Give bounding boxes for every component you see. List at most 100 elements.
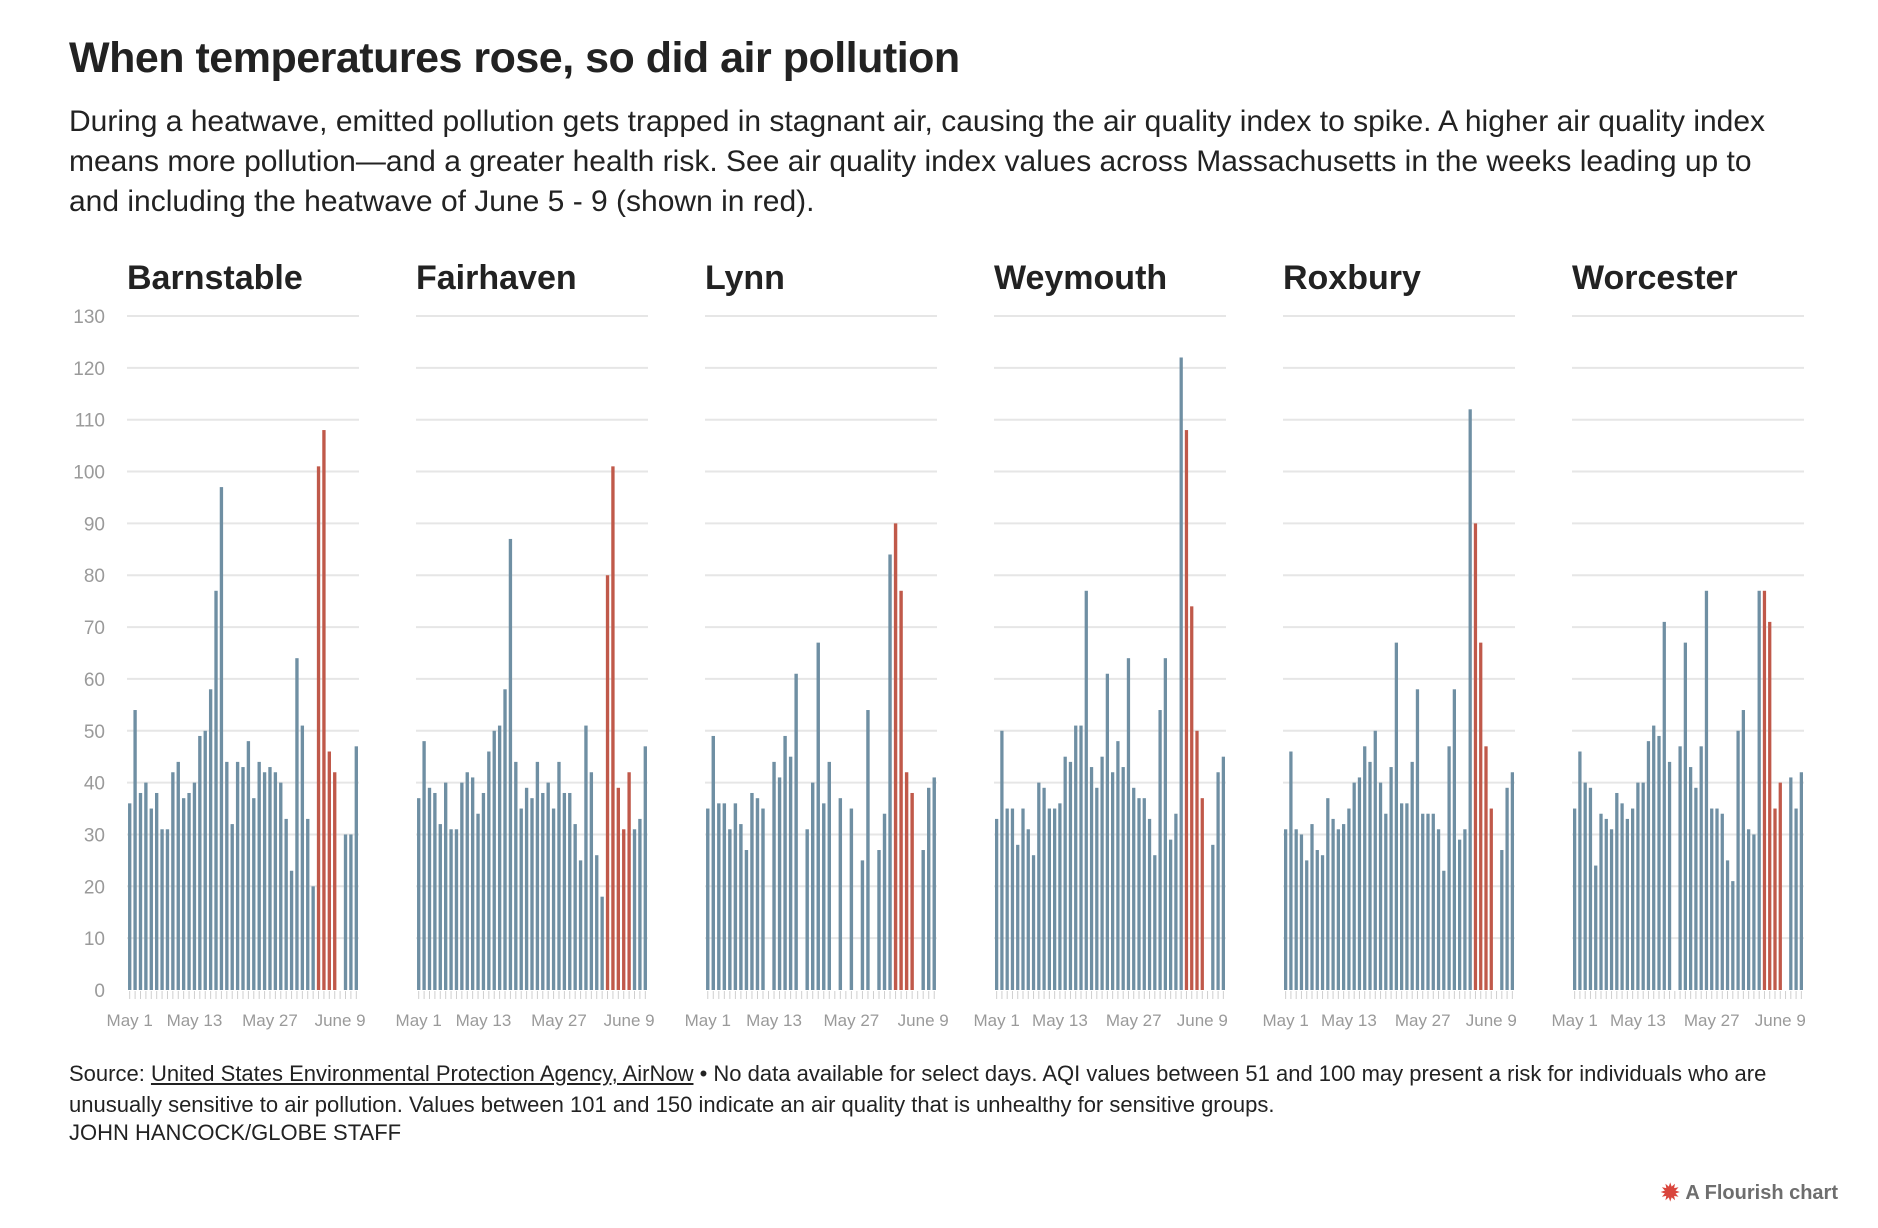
bar (1625, 818, 1629, 990)
bar (1063, 756, 1067, 990)
bar (557, 761, 561, 990)
bar (176, 761, 180, 990)
bar (1710, 808, 1714, 990)
bar (1500, 850, 1504, 990)
bar (149, 808, 153, 990)
bar (1336, 829, 1340, 990)
bar (910, 792, 914, 990)
bar (866, 710, 870, 990)
bar (219, 487, 224, 990)
bar (203, 730, 207, 990)
bar (573, 824, 577, 990)
bar (772, 761, 776, 990)
bar (1704, 590, 1709, 990)
bar (932, 777, 936, 990)
bar (750, 792, 754, 990)
bar (1678, 746, 1682, 990)
bar (1489, 808, 1493, 990)
bar (1179, 357, 1183, 991)
panel-title: Roxbury (1283, 259, 1421, 297)
bar (1720, 813, 1724, 990)
bar (827, 761, 831, 990)
x-tick-label: May 27 (1395, 1011, 1451, 1030)
bar (711, 735, 715, 990)
bar (1315, 850, 1319, 990)
bar (198, 735, 202, 990)
bar (1084, 590, 1088, 990)
bar (316, 466, 321, 991)
bar (1715, 808, 1719, 990)
bar (1100, 756, 1104, 990)
bar (476, 813, 480, 990)
bar (1016, 844, 1020, 990)
bar (1326, 798, 1330, 990)
bar (1426, 813, 1430, 990)
bar (805, 829, 809, 990)
bar (777, 777, 782, 990)
bar (1174, 813, 1178, 990)
bar (1731, 881, 1735, 990)
bar (794, 673, 798, 990)
bar (638, 818, 642, 990)
bar (133, 710, 137, 990)
bar (541, 792, 545, 990)
bar (860, 860, 865, 990)
bar (1384, 813, 1388, 990)
bar (1473, 523, 1478, 990)
bar (1636, 782, 1640, 990)
x-tick-label: June 9 (604, 1011, 655, 1030)
bar (1421, 813, 1425, 990)
bar (1773, 808, 1777, 990)
bar (1641, 782, 1645, 990)
bar (1583, 782, 1587, 990)
bar (144, 782, 148, 990)
bar (1320, 855, 1325, 990)
bar (1074, 725, 1078, 990)
bar (257, 761, 261, 990)
bar (1442, 870, 1446, 990)
bar (1289, 751, 1293, 990)
bar (300, 725, 305, 990)
bar (788, 756, 793, 990)
bar (783, 735, 787, 990)
flourish-badge[interactable]: ✹ A Flourish chart (1661, 1180, 1838, 1206)
bar (1211, 844, 1215, 990)
bar (1620, 803, 1624, 990)
x-tick-label: May 13 (1610, 1011, 1666, 1030)
bar (1111, 772, 1115, 990)
bar (1458, 839, 1462, 990)
bar (1604, 818, 1608, 990)
bar (877, 850, 881, 990)
bar (1079, 725, 1083, 990)
bar (744, 850, 749, 990)
x-tick-label: June 9 (315, 1011, 366, 1030)
chart-subtitle: During a heatwave, emitted pollution get… (69, 105, 1766, 218)
bar (535, 761, 540, 990)
bar (1794, 808, 1798, 990)
bar (611, 466, 615, 991)
bar (1068, 761, 1073, 990)
bar (1153, 855, 1157, 990)
x-tick-label: May 13 (1032, 1011, 1088, 1030)
bar (138, 792, 143, 990)
bar (1021, 808, 1025, 990)
bar (508, 538, 513, 990)
source-link[interactable]: United States Environmental Protection A… (150, 1061, 694, 1086)
bar (899, 590, 903, 990)
bar (306, 818, 310, 990)
x-tick-label: May 27 (824, 1011, 880, 1030)
x-tick-label: May 27 (242, 1011, 298, 1030)
bar (568, 792, 572, 990)
bar (1652, 725, 1656, 990)
bar (632, 829, 637, 990)
bar (551, 808, 556, 990)
bar (1089, 767, 1094, 990)
bar (333, 772, 337, 990)
bar (208, 689, 213, 990)
bar (1683, 642, 1687, 990)
bar (1799, 772, 1803, 990)
bar (893, 523, 898, 990)
bar (1373, 730, 1377, 990)
bar (1725, 860, 1730, 990)
bar (1757, 590, 1761, 990)
